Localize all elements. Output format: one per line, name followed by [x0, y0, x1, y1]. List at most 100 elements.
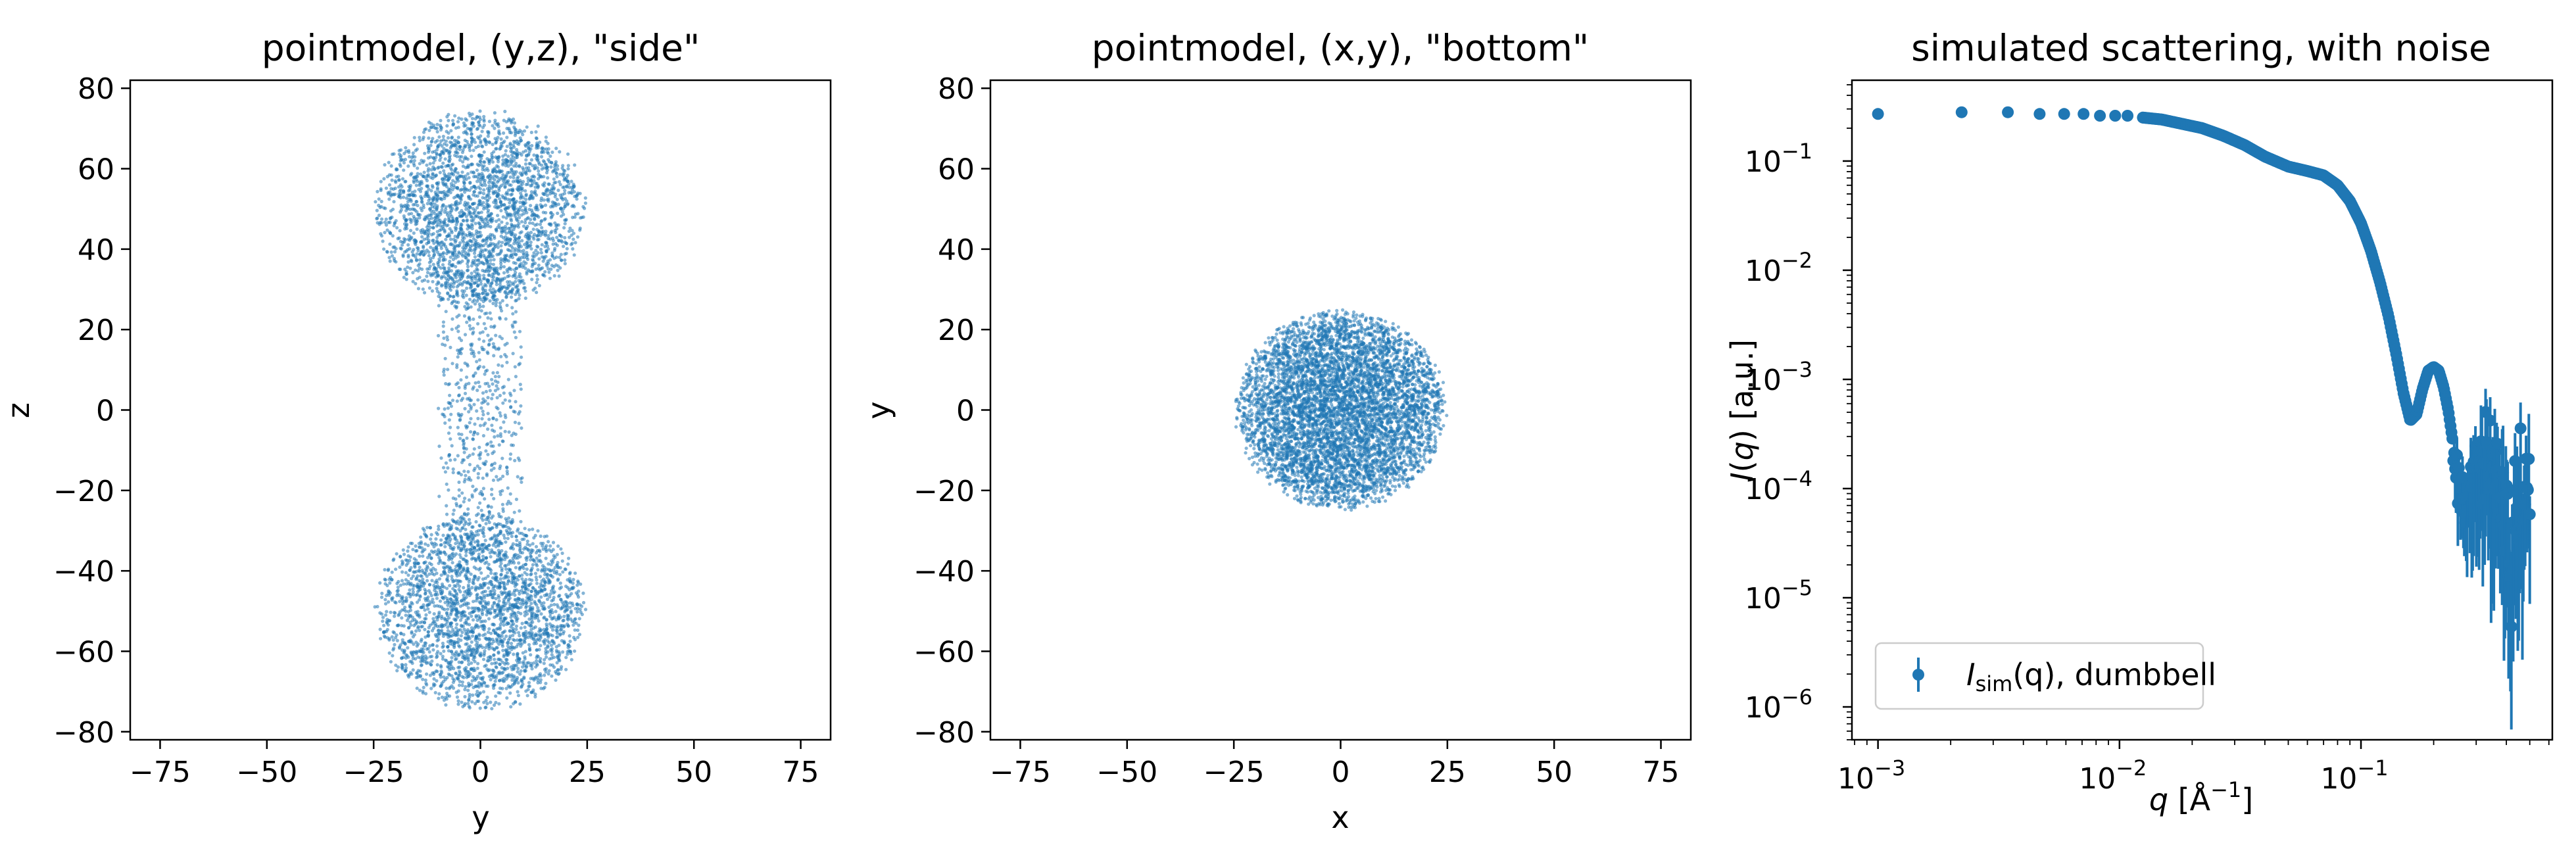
scatter-point	[418, 139, 422, 143]
scatter-point	[500, 631, 504, 635]
scatter-point	[512, 121, 517, 125]
scatter-point	[470, 614, 474, 618]
scatter-point	[435, 122, 439, 126]
scatter-point	[517, 164, 522, 168]
scatter-point	[396, 592, 400, 596]
scatter-point	[404, 563, 408, 567]
scatter-point	[503, 254, 507, 258]
scatter-point	[488, 268, 492, 272]
scatter-point	[472, 647, 475, 651]
scatter-point	[425, 683, 429, 687]
scatter-point	[501, 173, 505, 177]
scatter-point	[412, 623, 416, 627]
scatter-point	[470, 224, 474, 228]
scatter-point	[435, 578, 439, 583]
scatter-point	[404, 596, 408, 600]
scatter-point	[422, 584, 425, 588]
scatter-point	[408, 207, 412, 211]
scatter-point	[573, 571, 577, 575]
scatter-point	[550, 634, 554, 638]
scatter-point	[579, 216, 583, 220]
scatter-point	[421, 549, 425, 553]
scatter-point	[506, 206, 510, 210]
scatter-point	[450, 674, 454, 678]
scatter-point	[518, 151, 522, 155]
scatter-point	[420, 279, 424, 283]
scatter-point	[418, 262, 422, 266]
scatter-point	[438, 233, 442, 237]
scatter-point	[422, 244, 425, 249]
scatter-point	[558, 233, 562, 237]
scatter-point	[489, 212, 493, 216]
scatter-point	[535, 281, 539, 285]
scatter-point	[512, 666, 516, 670]
scatter-point	[556, 188, 560, 192]
scatter-point	[539, 612, 543, 616]
scatter-point	[484, 556, 489, 560]
scatter-point	[453, 240, 457, 244]
scatter-point	[527, 141, 531, 145]
scatter-point	[485, 195, 489, 199]
scatter-point	[543, 245, 547, 249]
scatter-point	[531, 164, 535, 168]
scatter-point	[565, 602, 570, 606]
scatter-point	[489, 537, 493, 541]
scatter-point	[418, 216, 422, 220]
scatter-point	[431, 238, 435, 242]
scatter-point	[441, 134, 445, 139]
scatter-point	[467, 518, 472, 521]
scatter-point	[481, 619, 485, 623]
scatter-point	[447, 233, 450, 238]
scatter-point	[404, 272, 408, 276]
scatter-point	[408, 588, 412, 592]
scatter-point	[568, 571, 572, 576]
scatter-point	[512, 652, 516, 656]
scatter-point	[558, 573, 562, 577]
scatter-point	[383, 567, 387, 572]
scatter-point	[427, 254, 431, 258]
scatter-point	[524, 193, 528, 197]
scatter-point	[452, 250, 457, 254]
scatter-point	[391, 187, 395, 191]
scatter-point	[468, 297, 472, 301]
scatter-point	[457, 251, 462, 255]
scatter-point	[549, 216, 553, 220]
scatter-point	[458, 158, 462, 162]
scatter-point	[446, 625, 450, 629]
scatter-point	[539, 644, 543, 648]
scatter-point	[514, 580, 518, 584]
scatter-point	[481, 690, 486, 694]
scatter-point	[515, 187, 519, 191]
scatter-point	[427, 199, 431, 203]
scatter-point	[473, 243, 477, 247]
scatter-point	[437, 548, 441, 552]
scatter-point	[516, 175, 520, 179]
scatter-point	[494, 700, 498, 704]
scatter-point	[389, 209, 393, 213]
scatter-point	[433, 549, 437, 554]
scatter-point	[522, 150, 525, 154]
scatter-point	[456, 628, 460, 632]
scatter-point	[543, 673, 547, 677]
scatter-point	[529, 218, 533, 222]
scatter-point	[518, 216, 522, 220]
scatter-point	[448, 227, 452, 231]
scatter-point	[451, 122, 456, 126]
scatter-point	[382, 631, 386, 635]
scatter-point	[374, 200, 377, 204]
scatter-point	[503, 184, 507, 189]
scatter-point	[390, 578, 394, 582]
scatter-point	[500, 230, 504, 235]
scatter-point	[479, 683, 483, 687]
scatter-point	[555, 175, 559, 179]
scatter-point	[517, 222, 521, 226]
scatter-point	[442, 698, 447, 702]
scatter-point	[525, 694, 529, 698]
scatter-point	[412, 214, 416, 218]
scatter-point	[524, 577, 528, 582]
scatter-point	[490, 589, 494, 593]
scatter-point	[388, 581, 392, 585]
scatter-point	[448, 294, 452, 298]
scatter-point	[479, 134, 483, 138]
scatter-point	[539, 560, 543, 564]
